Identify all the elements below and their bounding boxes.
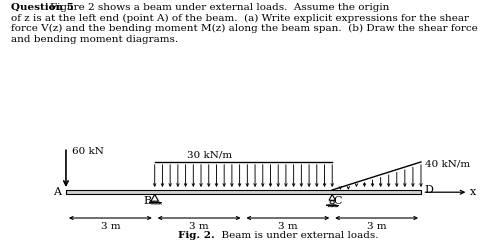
- Text: 3 m: 3 m: [366, 222, 386, 231]
- Text: 30 kN/m: 30 kN/m: [186, 150, 231, 159]
- Text: Figure 2 shows a beam under external loads.  Assume the origin
of z is at the le: Figure 2 shows a beam under external loa…: [11, 3, 476, 44]
- Text: Fig. 2.: Fig. 2.: [178, 232, 215, 241]
- Bar: [66, 190, 420, 194]
- Text: Beam is under external loads.: Beam is under external loads.: [215, 232, 378, 241]
- Text: B: B: [143, 196, 151, 206]
- Text: x: x: [469, 187, 475, 197]
- Text: 60 kN: 60 kN: [72, 147, 104, 156]
- Text: C: C: [333, 196, 342, 206]
- Text: 3 m: 3 m: [277, 222, 297, 231]
- Text: D: D: [424, 185, 433, 195]
- Text: A: A: [53, 187, 61, 197]
- Text: 3 m: 3 m: [100, 222, 120, 231]
- Text: Question 5: Question 5: [11, 3, 73, 12]
- Text: 40 kN/m: 40 kN/m: [424, 160, 469, 169]
- Text: 3 m: 3 m: [189, 222, 209, 231]
